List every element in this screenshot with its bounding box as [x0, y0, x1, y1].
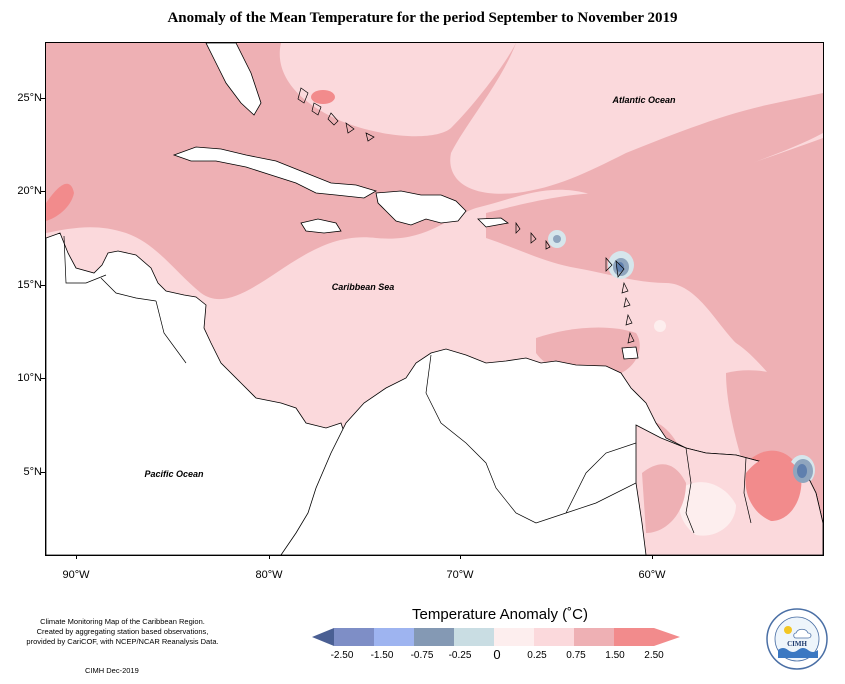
legend-swatch-6 [534, 628, 574, 646]
label-caribbean-sea: Caribbean Sea [332, 282, 395, 292]
legend-colorbar [312, 628, 680, 646]
lon-tick [460, 555, 461, 559]
anomaly-spot-cool-1-core [553, 235, 561, 243]
border-suriname-fg [743, 457, 752, 524]
legend-label: -0.75 [410, 650, 434, 661]
anomaly-band-warm-east [486, 138, 823, 423]
land-florida [205, 43, 262, 116]
legend-swatch-4 [454, 628, 494, 646]
wave-icon [778, 648, 818, 658]
legend-label: -1.50 [370, 650, 394, 661]
anomaly-spot-near-zero [654, 320, 666, 332]
notes-line-2: Created by aggregating station based obs… [36, 627, 209, 636]
land-bahamas [297, 87, 375, 142]
legend-label: 0.25 [527, 650, 547, 661]
lat-tick [41, 378, 45, 379]
anomaly-spot-cool-2-core [616, 262, 624, 272]
lon-tick [652, 555, 653, 559]
lat-tick [41, 285, 45, 286]
land-puerto-rico [477, 217, 510, 228]
border-venezuela-guyana [565, 442, 637, 514]
sun-icon [784, 626, 792, 634]
lat-tick [41, 98, 45, 99]
legend-title: Temperature Anomaly (˚C) [412, 606, 588, 623]
legend-label: 2.50 [644, 650, 664, 661]
lon-label-60w: 60°W [638, 569, 666, 581]
lat-label-25n: 25°N [17, 92, 42, 104]
legend-swatch-1 [334, 628, 374, 646]
lat-tick [41, 191, 45, 192]
lat-tick [41, 472, 45, 473]
notes-line-3: provided by CariCOF, with NCEP/NCAR Rean… [26, 637, 219, 646]
legend-swatch-2 [374, 628, 414, 646]
legend-swatch-5 [494, 628, 534, 646]
lat-label-5n: 5°N [23, 466, 42, 478]
lat-label-15n: 15°N [17, 279, 42, 291]
legend-swatch-7 [574, 628, 614, 646]
anomaly-map: Atlantic Ocean Caribbean Sea Pacific Oce… [45, 42, 824, 556]
border-guyana-suriname [685, 447, 695, 534]
anomaly-land-near-zero [678, 482, 736, 536]
legend-swatch-min-arrow [312, 628, 334, 646]
map-credit: CIMH Dec-2019 [85, 666, 139, 675]
legend-swatch-8 [614, 628, 654, 646]
lon-tick [76, 555, 77, 559]
map-title: Anomaly of the Mean Temperature for the … [167, 10, 678, 26]
label-atlantic-ocean: Atlantic Ocean [611, 95, 676, 105]
lon-label-90w: 90°W [62, 569, 90, 581]
land-jamaica [300, 218, 342, 234]
legend-label: 1.50 [605, 650, 625, 661]
anomaly-land-hot-french-guiana [745, 456, 802, 521]
anomaly-land-cool-core [797, 464, 807, 478]
anomaly-land-guyana [642, 464, 686, 533]
cloud-icon [793, 628, 812, 639]
lon-tick [269, 555, 270, 559]
anomaly-band-atlantic-tongue [450, 43, 823, 194]
anomaly-spot-bahamas [311, 90, 335, 104]
legend-swatch-3 [414, 628, 454, 646]
land-hispaniola [375, 190, 467, 226]
border-honduras [100, 277, 157, 302]
border-colombia-venezuela [425, 354, 637, 524]
notes-line-1: Climate Monitoring Map of the Caribbean … [40, 617, 205, 626]
cimh-logo: CIMH [766, 608, 828, 670]
lon-label-70w: 70°W [446, 569, 474, 581]
legend-swatch-max-arrow [654, 628, 680, 646]
logo-text: CIMH [787, 640, 807, 648]
lat-label-10n: 10°N [17, 372, 42, 384]
land-cuba [172, 146, 377, 199]
legend-label: -0.25 [448, 650, 472, 661]
lat-label-20n: 20°N [17, 185, 42, 197]
legend-label: 0 [493, 647, 501, 662]
legend-label: -2.50 [330, 650, 354, 661]
legend-label: 0.75 [566, 650, 586, 661]
land-lesser-antilles [515, 221, 635, 344]
label-pacific-ocean: Pacific Ocean [144, 469, 204, 479]
map-canvas: Atlantic Ocean Caribbean Sea Pacific Oce… [46, 43, 823, 555]
anomaly-spot-yucatan [46, 183, 74, 221]
lon-label-80w: 80°W [255, 569, 283, 581]
border-nicaragua [155, 300, 187, 364]
border-mexico-guatemala [63, 235, 107, 284]
land-trinidad [621, 346, 639, 360]
map-notes: Climate Monitoring Map of the Caribbean … [10, 617, 235, 647]
